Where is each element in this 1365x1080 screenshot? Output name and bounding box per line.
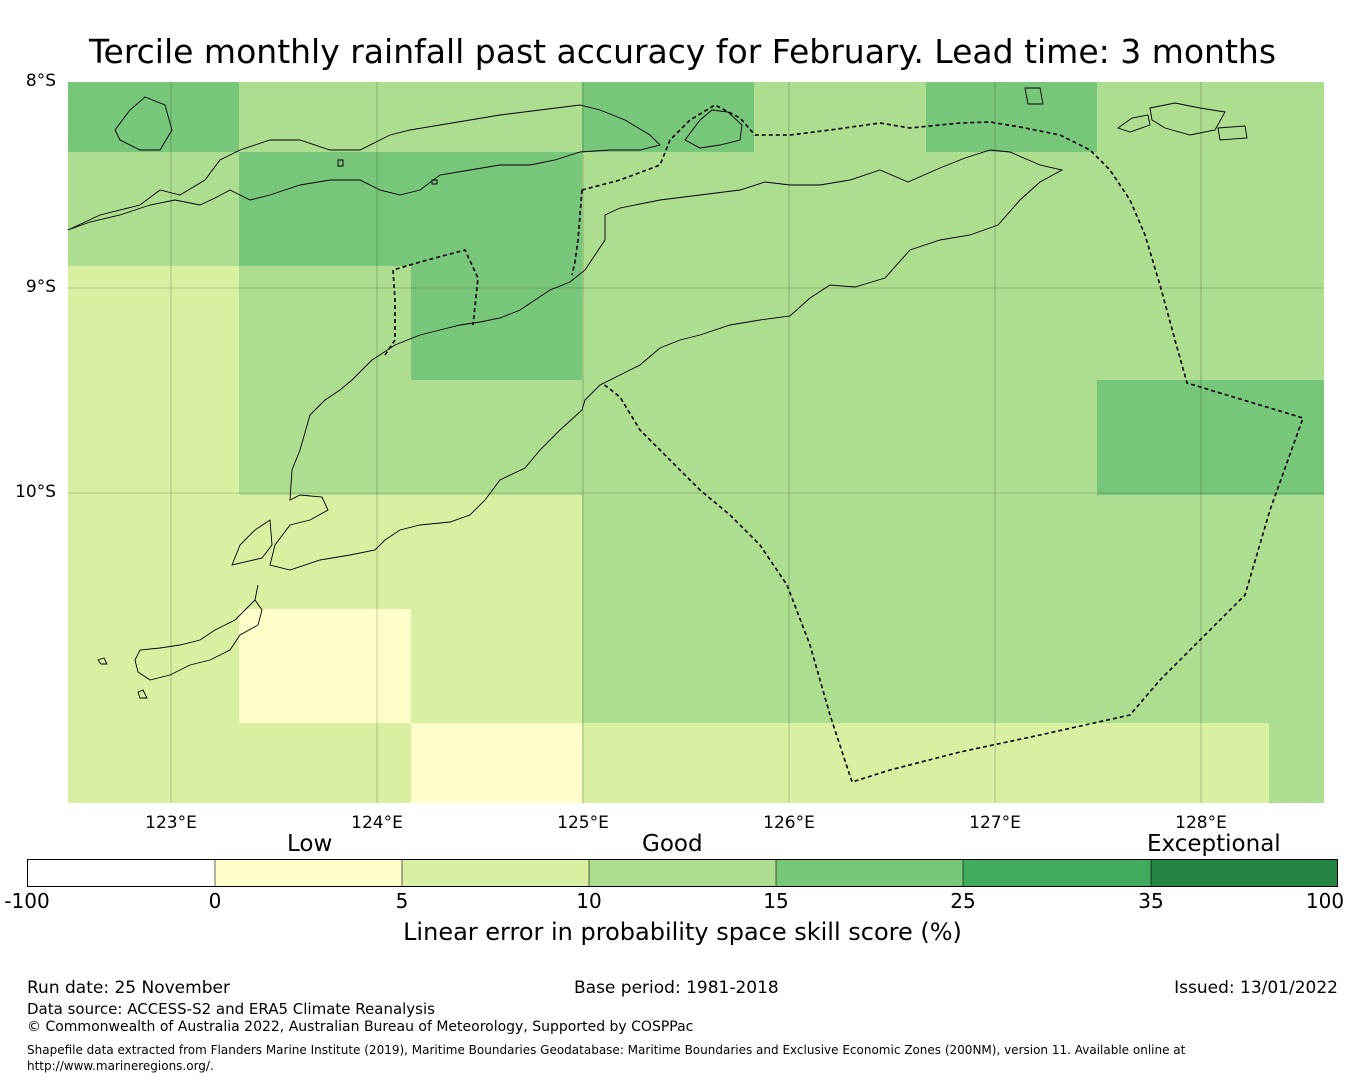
eez-boundary: [384, 104, 1305, 784]
grid-cell: [239, 152, 582, 266]
issued-date: Issued: 13/01/2022: [1174, 978, 1338, 998]
colorbar-title: Linear error in probability space skill …: [403, 918, 962, 946]
grid-cell: [239, 609, 411, 723]
colorbar-tick: 10: [576, 889, 602, 913]
sumba-coastline: [134, 584, 263, 681]
run-date: Run date: 25 November: [27, 978, 230, 998]
island-coastline: [431, 179, 438, 185]
lon-label: 128°E: [1175, 813, 1227, 833]
grid-cell: [68, 266, 239, 495]
base-period: Base period: 1981-2018: [574, 978, 779, 998]
legend-category-low: Low: [287, 831, 333, 857]
island-coastline: [97, 657, 108, 665]
island-coastline: [1149, 102, 1226, 136]
lon-label: 127°E: [969, 813, 1021, 833]
colorbar-segment: [963, 859, 1151, 887]
timor-coastline: [269, 149, 1064, 571]
map-title: Tercile monthly rainfall past accuracy f…: [88, 32, 1277, 71]
skill-grid: [68, 82, 1324, 803]
colorbar-tick: 0: [208, 889, 222, 913]
lon-label: 123°E: [145, 813, 197, 833]
lon-label: 124°E: [351, 813, 403, 833]
colorbar-tick: 5: [395, 889, 409, 913]
colorbar-segment: [589, 859, 776, 887]
lon-label: 125°E: [557, 813, 609, 833]
colorbar-tick: 35: [1138, 889, 1164, 913]
grid-cell: [411, 266, 582, 380]
colorbar-tick: 25: [950, 889, 976, 913]
grid-cell: [411, 723, 582, 803]
legend-category-exceptional: Exceptional: [1147, 831, 1281, 857]
grid-cell: [1097, 380, 1324, 495]
island-coastline: [1024, 87, 1044, 105]
colorbar-segment: [402, 859, 589, 887]
lat-label: 8°S: [25, 71, 56, 91]
colorbar-segment: [27, 859, 215, 887]
flores-coastline: [67, 104, 661, 231]
colorbar-segment: [215, 859, 402, 887]
lat-label: 9°S: [25, 277, 56, 297]
alor-coastline: [114, 96, 173, 151]
data-source: Data source: ACCESS-S2 and ERA5 Climate …: [27, 1000, 435, 1018]
colorbar-segment: [1151, 859, 1338, 887]
colorbar-segment: [776, 859, 963, 887]
grid-cell: [926, 82, 1097, 152]
copyright: © Commonwealth of Australia 2022, Austra…: [27, 1019, 694, 1035]
island-coastline: [1217, 125, 1248, 141]
rote-coastline: [231, 519, 273, 566]
lat-label: 10°S: [15, 482, 56, 502]
grid-cell: [582, 723, 1269, 803]
grid-cell: [582, 82, 754, 152]
legend-category-good: Good: [642, 831, 703, 857]
island-coastline: [337, 159, 344, 167]
grid-cell: [68, 82, 239, 152]
colorbar-tick: -100: [4, 889, 50, 913]
colorbar-tick: 15: [763, 889, 789, 913]
island-coastline: [137, 689, 148, 699]
colorbar: [27, 859, 1338, 887]
shapefile-url: http://www.marineregions.org/.: [27, 1059, 214, 1073]
colorbar-tick: 100: [1305, 889, 1345, 913]
island-coastline: [1117, 114, 1151, 133]
coastlines: [67, 87, 1248, 699]
lon-label: 126°E: [763, 813, 815, 833]
shapefile-credit: Shapefile data extracted from Flanders M…: [27, 1043, 1186, 1057]
graticule: [68, 82, 1324, 803]
wetar-coastline: [684, 109, 743, 149]
